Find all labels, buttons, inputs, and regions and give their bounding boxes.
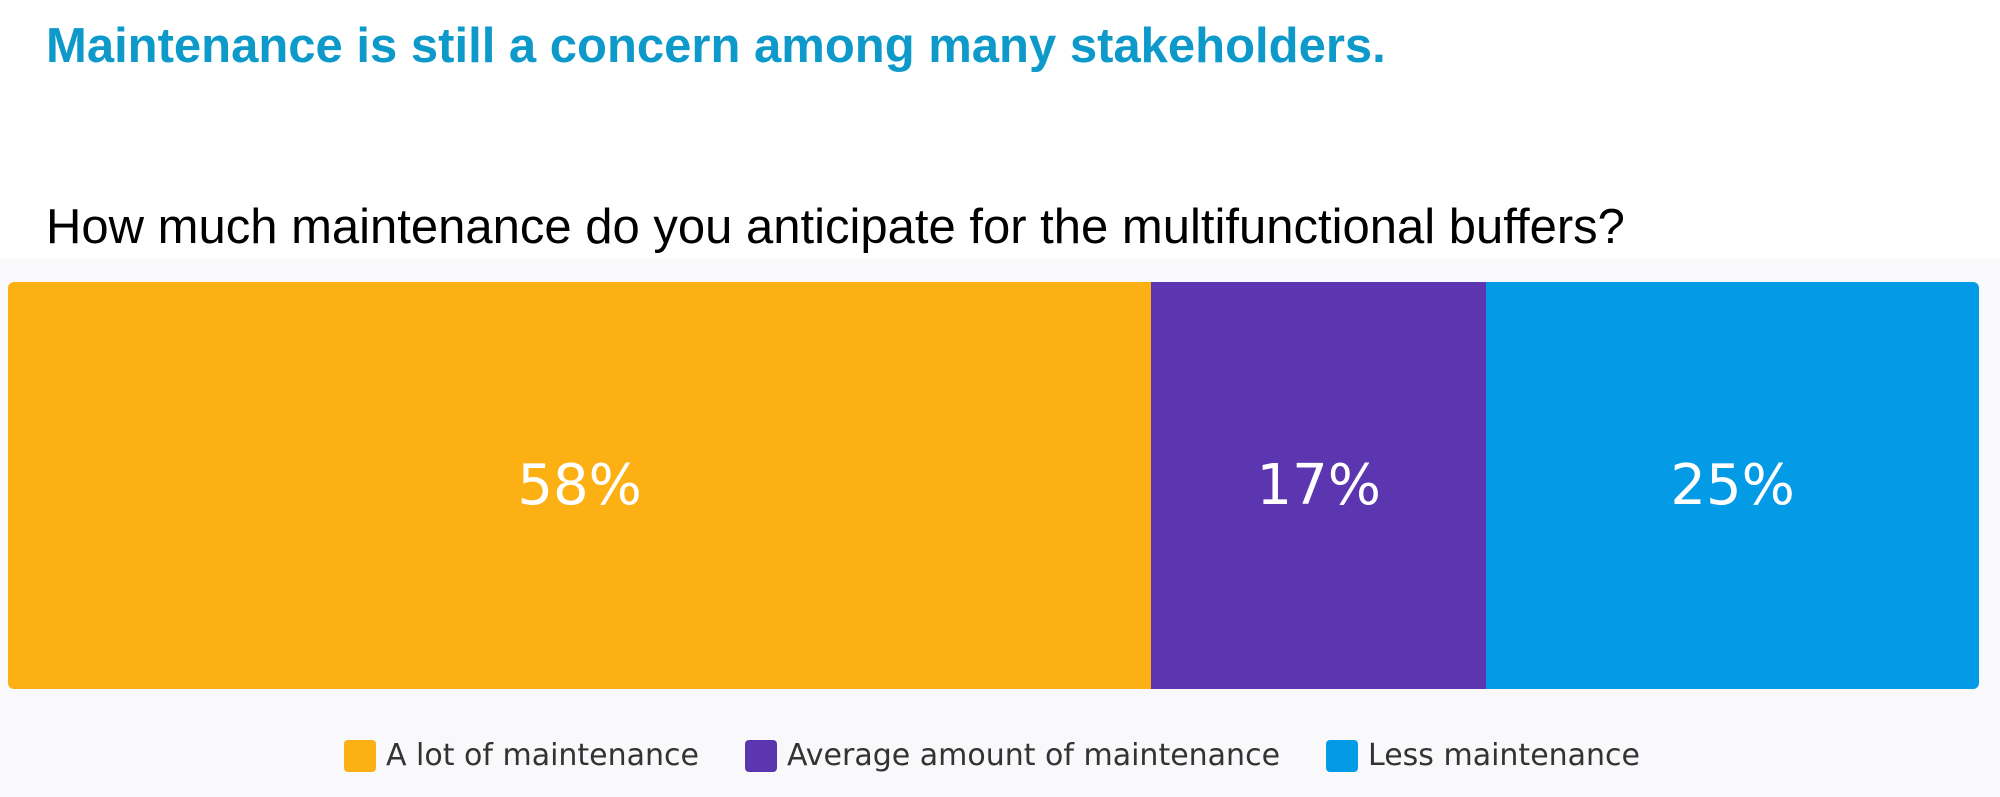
bar-segment-3: 25% (1486, 282, 1979, 689)
legend-label-1: A lot of maintenance (385, 738, 700, 773)
legend-item-3: Less maintenance (1326, 738, 1640, 773)
bar-segment-1: 58% (8, 282, 1152, 689)
legend-item-2: Average amount of maintenance (745, 738, 1280, 773)
data-label-2: 17% (1256, 453, 1381, 518)
stacked-bar: 58% 17% 25% (8, 282, 1979, 689)
legend-swatch-1 (343, 739, 376, 772)
chart-legend: A lot of maintenance Average amount of ma… (0, 738, 1992, 773)
bar-segment-2: 17% (1151, 282, 1487, 689)
chart-title: How much maintenance do you anticipate f… (46, 200, 1625, 254)
legend-item-1: A lot of maintenance (343, 738, 700, 773)
data-label-3: 25% (1670, 453, 1795, 518)
page-headline: Maintenance is still a concern among man… (46, 19, 1386, 73)
legend-label-2: Average amount of maintenance (787, 738, 1281, 773)
legend-label-3: Less maintenance (1368, 738, 1641, 773)
data-label-1: 58% (517, 453, 642, 518)
legend-swatch-2 (745, 739, 778, 772)
legend-swatch-3 (1326, 739, 1359, 772)
